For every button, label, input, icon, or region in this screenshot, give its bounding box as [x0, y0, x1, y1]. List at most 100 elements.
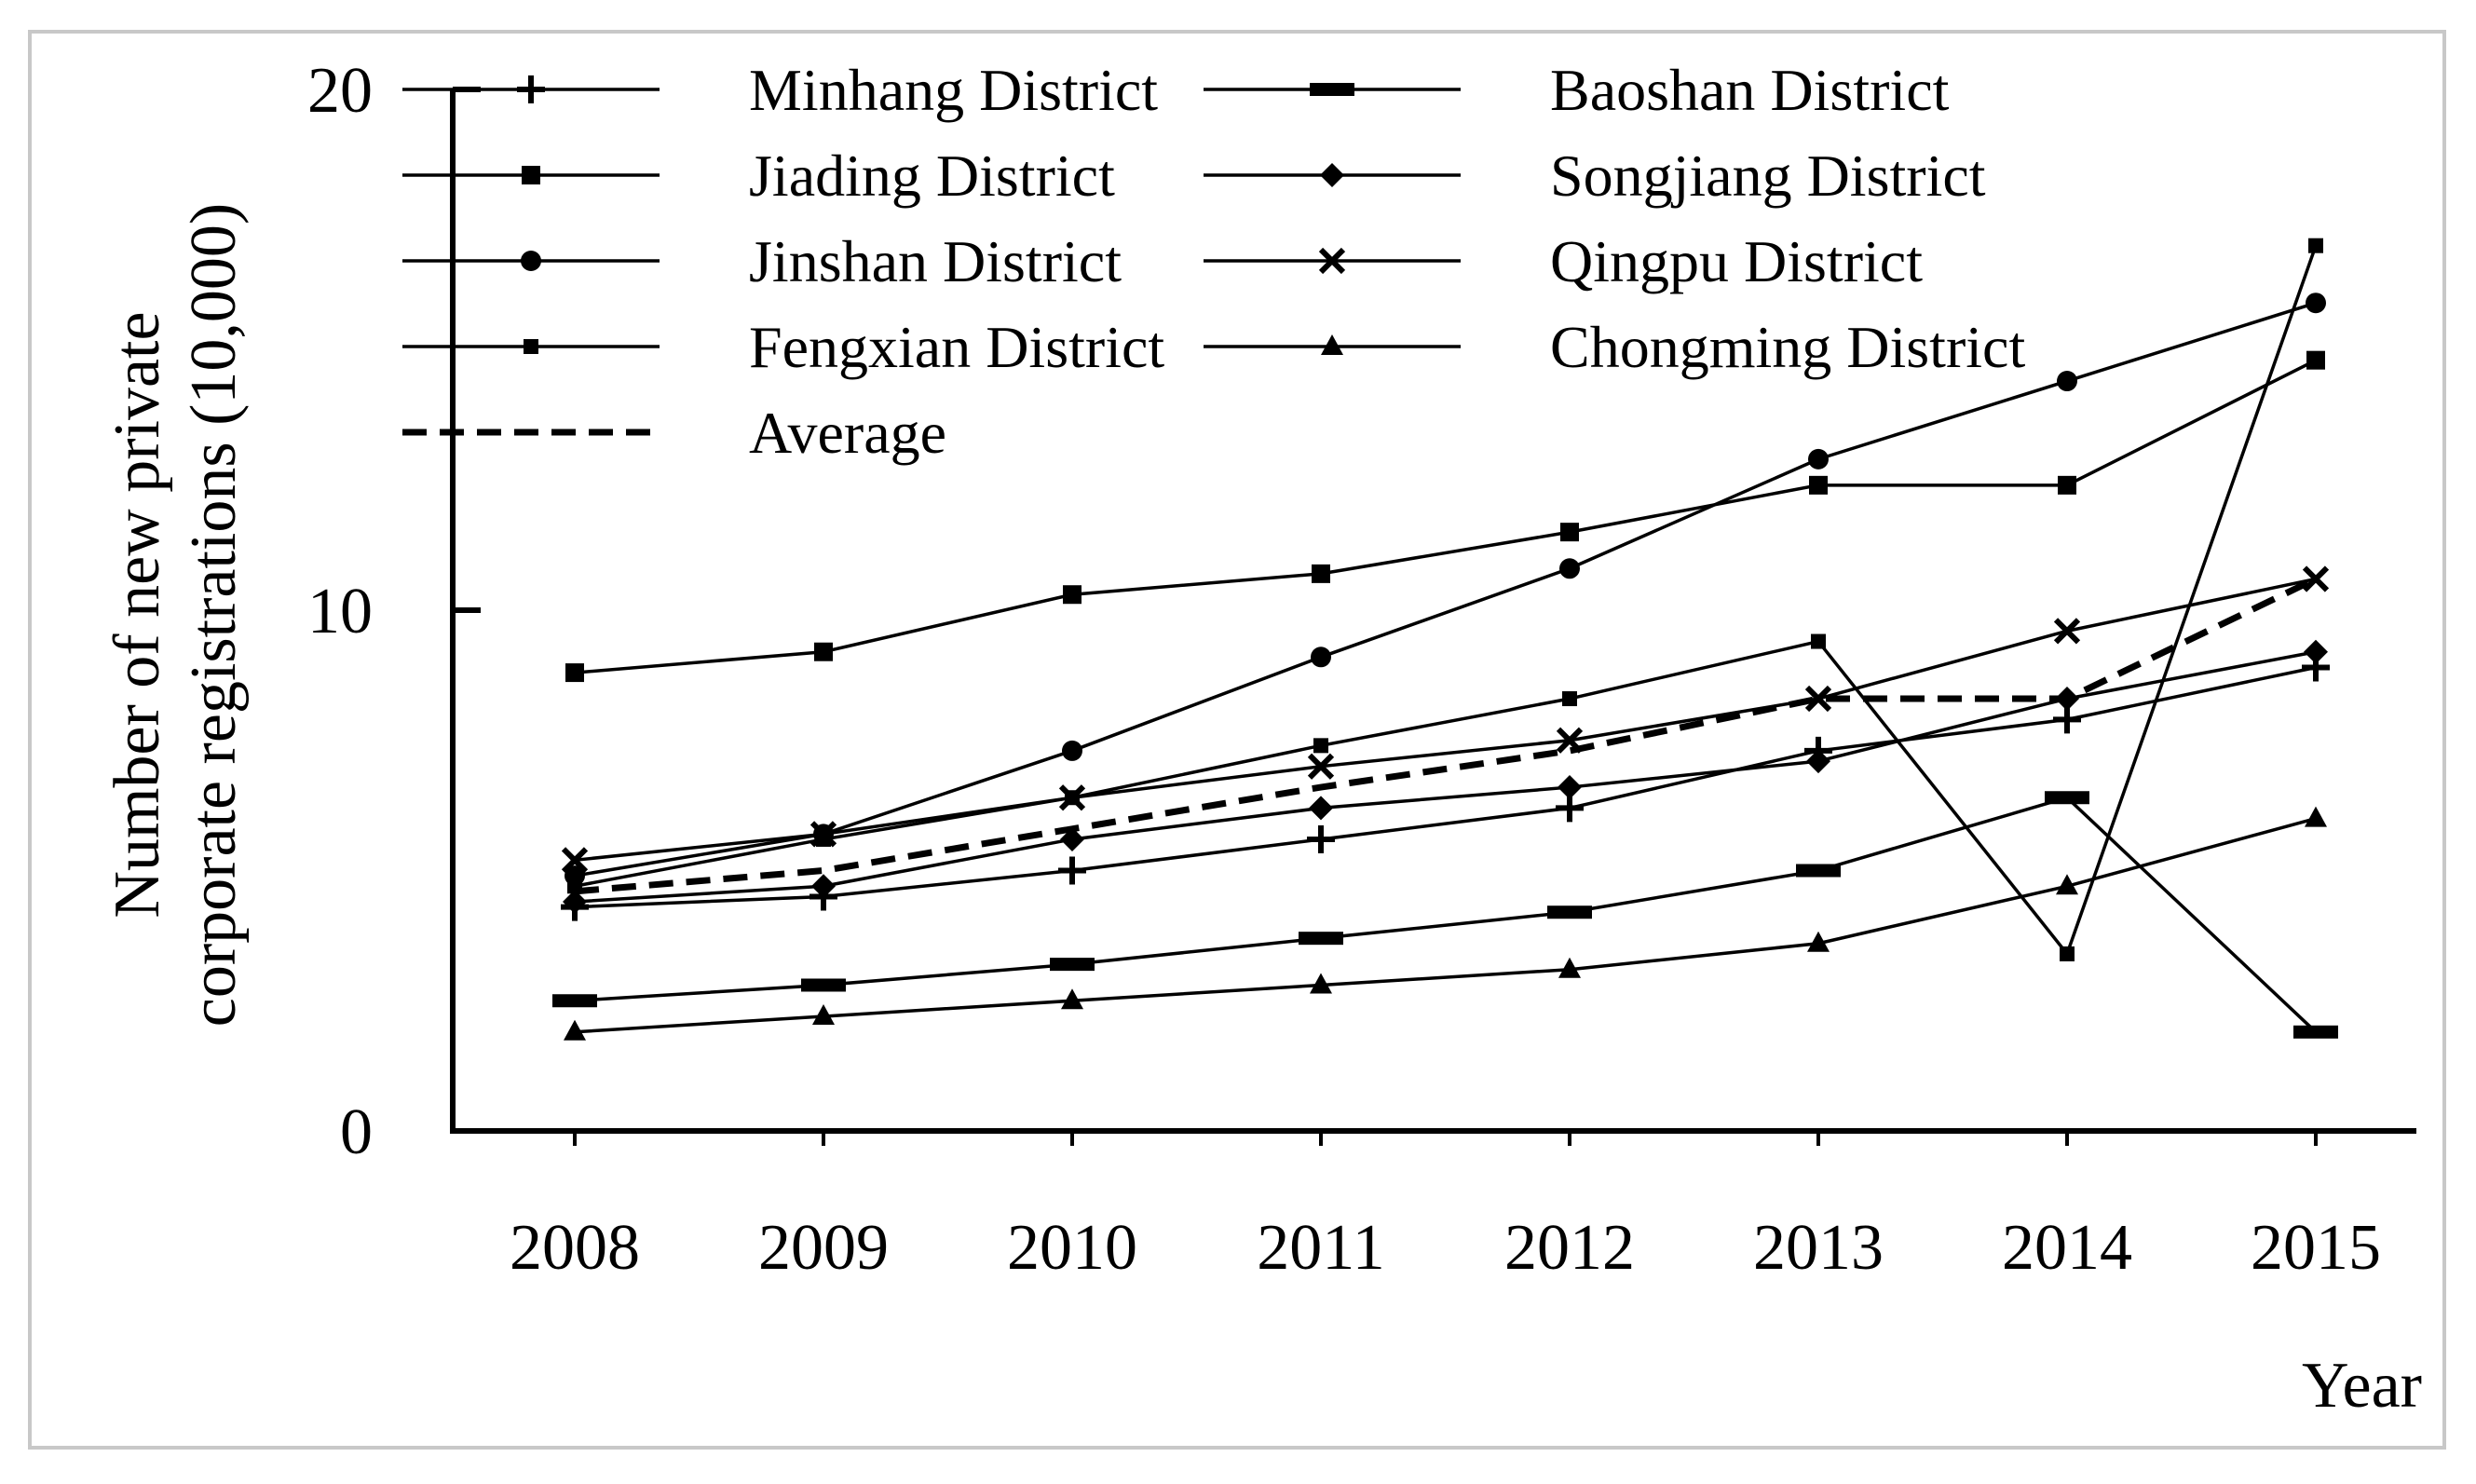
series-line [574, 301, 2317, 878]
series-line [574, 665, 2317, 909]
data-point-shape [1050, 958, 1095, 972]
data-point-shape [1560, 523, 1579, 542]
data-point [2293, 1025, 2338, 1039]
data-point [1060, 826, 1084, 851]
legend-marker-shape [1321, 334, 1343, 355]
y-axis-title-line-1: Number of new private [102, 311, 173, 918]
x-tick-label: 2012 [1504, 1212, 1635, 1284]
legend-marker [524, 339, 538, 354]
series-line [574, 577, 2317, 863]
data-point [1311, 647, 1331, 668]
series-jinshan-district [565, 293, 2326, 887]
data-point-shape [1311, 647, 1331, 668]
data-point [2045, 791, 2089, 805]
y-tick-label: 20 [307, 55, 373, 127]
data-point [1065, 790, 1080, 806]
data-point [2056, 874, 2078, 895]
legend: Minhang District Baoshan District Jiading … [402, 57, 2025, 466]
data-point [1313, 738, 1328, 754]
data-point [1796, 864, 1841, 878]
data-point-shape [2045, 791, 2089, 805]
data-point [552, 994, 597, 1008]
x-tick-label: 2010 [1007, 1212, 1137, 1284]
data-point [563, 890, 587, 915]
legend-label: Chongming District [1550, 314, 2025, 380]
series-chongming-district [564, 806, 2327, 1041]
data-point [564, 1019, 586, 1041]
series-line [574, 245, 2318, 956]
data-point [812, 1004, 835, 1026]
legend-marker-shape [1320, 163, 1344, 187]
data-point-shape [561, 847, 589, 874]
data-point-shape [552, 994, 597, 1008]
data-point [1811, 633, 1826, 649]
data-point-shape [812, 1004, 835, 1026]
legend-item: Baoshan District [1204, 57, 1950, 123]
data-point-shape [814, 642, 833, 661]
data-point [1312, 564, 1330, 583]
data-point-shape [1061, 988, 1083, 1010]
data-point [2057, 371, 2077, 392]
data-point-shape [1065, 790, 1080, 806]
series-lines [552, 238, 2338, 1041]
legend-marker-shape [524, 339, 538, 354]
x-tick-label: 2009 [758, 1212, 889, 1284]
data-point-shape [1562, 691, 1577, 707]
series-baoshan-district [552, 791, 2338, 1039]
legend-item: Qingpu District [1204, 228, 1923, 294]
data-point-shape [811, 874, 836, 899]
x-tick-label: 2011 [1257, 1212, 1384, 1284]
data-point [561, 847, 589, 874]
legend-marker [522, 166, 540, 184]
data-point-shape [2293, 1025, 2338, 1039]
data-point [2305, 806, 2327, 827]
x-axis-title: Year [2302, 1350, 2422, 1422]
legend-label: Jiading District [749, 143, 1115, 209]
data-point [2053, 618, 2081, 645]
data-point-shape [2305, 806, 2327, 827]
data-point [1558, 775, 1582, 800]
data-point [1058, 856, 1086, 885]
data-point [1558, 957, 1581, 978]
data-point [1560, 523, 1579, 542]
data-point-shape [1309, 796, 1333, 821]
series-line [574, 816, 2317, 1034]
x-tick-label: 2014 [2002, 1212, 2132, 1284]
y-tick-label: 10 [307, 576, 373, 647]
legend-label: Baoshan District [1550, 57, 1950, 123]
data-point [1559, 558, 1580, 579]
data-point [1050, 958, 1095, 972]
data-point-shape [1058, 856, 1086, 885]
data-point-shape [2304, 639, 2328, 664]
series-line [574, 796, 2318, 1034]
data-point-shape [1062, 740, 1082, 761]
legend-marker-shape [1310, 83, 1354, 96]
legend-marker-shape [521, 251, 541, 271]
data-point-shape [565, 663, 584, 683]
legend-marker-shape [517, 75, 545, 103]
series-line [574, 359, 2317, 674]
data-point-shape [2306, 293, 2326, 314]
data-point-shape [1060, 826, 1084, 851]
data-point [2308, 238, 2323, 253]
data-point [1807, 931, 1830, 952]
data-point-shape [801, 978, 846, 992]
data-point [1809, 475, 1828, 495]
data-point [2306, 293, 2326, 314]
legend-item: Fengxian District [402, 314, 1164, 380]
data-point-shape [1804, 685, 1832, 713]
data-point [1562, 691, 1577, 707]
legend-label: Jinshan District [749, 228, 1122, 294]
data-point [1309, 796, 1333, 821]
data-point [2302, 565, 2330, 592]
y-axis-title-line-2: corporate registrations (10,000) [178, 203, 250, 1027]
legend-marker-shape [522, 166, 540, 184]
legend-marker [1310, 83, 1354, 96]
x-tick-label: 2015 [2251, 1212, 2381, 1284]
data-point [1062, 740, 1082, 761]
data-point-shape [2058, 475, 2076, 495]
data-point-shape [2060, 946, 2075, 961]
data-point-shape [1313, 738, 1328, 754]
data-point-shape [2053, 618, 2081, 645]
